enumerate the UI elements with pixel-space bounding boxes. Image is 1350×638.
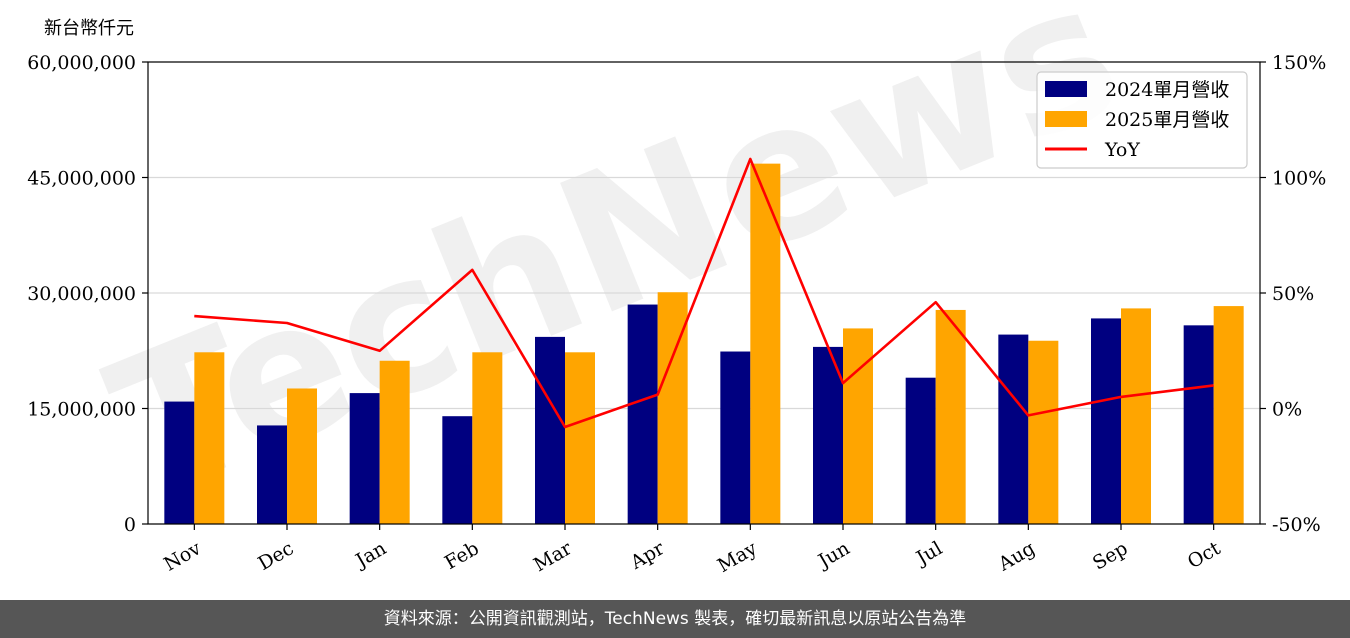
x-tick-label-jan: Jan xyxy=(350,537,390,573)
watermark-text: TechNews xyxy=(84,0,1147,540)
legend-box xyxy=(1036,71,1248,169)
legend-label-1: 2024單月營收 xyxy=(1105,79,1229,101)
bar-2025-may xyxy=(750,163,781,524)
bar-2024-aug xyxy=(998,334,1029,524)
watermark: TechNews xyxy=(84,0,1147,540)
y-tick-label: 0 xyxy=(124,514,136,536)
bar-2024-dec xyxy=(257,425,287,524)
y-tick-label: 30,000,000 xyxy=(27,283,136,305)
bar-2024-jul xyxy=(905,377,936,524)
y2-tick-label: 50% xyxy=(1272,283,1314,305)
x-tick-label-dec: Dec xyxy=(254,537,297,575)
x-tick-label-nov: Nov xyxy=(160,537,205,576)
y-tick-label: 60,000,000 xyxy=(27,52,136,74)
revenue-chart: TechNews 0 15,000,000 30,000,000 45,000,000… xyxy=(27,0,1326,577)
bar-2025-mar xyxy=(565,352,595,524)
bar-2025-jun xyxy=(843,328,873,524)
bar-2025-jan xyxy=(379,360,410,524)
legend-swatch-2 xyxy=(1045,111,1087,127)
x-tick-label-oct: Oct xyxy=(1184,537,1225,573)
y2-tick-label: -50% xyxy=(1272,514,1321,536)
legend: 2024單月營收 2025單月營收 YoY xyxy=(1036,71,1248,169)
y-axis-label: 新台幣仟元 xyxy=(44,18,134,39)
bar-2024-jan xyxy=(349,393,380,524)
source-footer: 資料來源：公開資訊觀測站，TechNews 製表，確切最新訊息以原站公告為準 xyxy=(0,600,1350,638)
legend-swatch-1 xyxy=(1045,81,1087,97)
x-tick-label-sep: Sep xyxy=(1089,537,1132,574)
legend-label-2: 2025單月營收 xyxy=(1105,109,1229,131)
bar-2025-aug xyxy=(1028,340,1059,524)
bars xyxy=(164,163,1244,524)
bar-2025-sep xyxy=(1121,308,1151,524)
x-tick-label-apr: Apr xyxy=(626,537,669,574)
x-tick-label-may: May xyxy=(714,537,761,577)
bar-2024-jun xyxy=(813,346,843,524)
bar-2024-nov xyxy=(164,401,195,524)
y2-tick-label: 150% xyxy=(1272,52,1326,74)
bar-2025-nov xyxy=(194,352,225,524)
bar-2025-oct xyxy=(1213,306,1244,524)
yoy-line xyxy=(194,157,1214,429)
legend-label-3: YoY xyxy=(1104,139,1140,161)
bar-2024-feb xyxy=(442,416,473,524)
bar-2024-sep xyxy=(1091,318,1121,524)
bar-2024-oct xyxy=(1183,325,1214,524)
bar-2025-feb xyxy=(472,352,503,524)
y-tick-label: 45,000,000 xyxy=(27,168,136,190)
y-tick-label: 15,000,000 xyxy=(27,399,136,421)
x-tick-label-mar: Mar xyxy=(530,537,576,576)
bar-2024-may xyxy=(720,351,751,524)
x-tick-label-jun: Jun xyxy=(813,537,854,573)
y2-tick-label: 100% xyxy=(1272,168,1326,190)
x-tick-label-aug: Aug xyxy=(994,537,1039,576)
bar-2025-dec xyxy=(287,388,317,524)
bar-2024-apr xyxy=(627,304,658,524)
bar-2025-jul xyxy=(935,309,966,524)
yoy-line-layer xyxy=(194,157,1214,429)
x-tick-label-feb: Feb xyxy=(441,537,483,574)
x-tick-label-jul: Jul xyxy=(911,537,946,570)
bar-2024-mar xyxy=(535,336,565,524)
y2-tick-label: 0% xyxy=(1272,399,1302,421)
